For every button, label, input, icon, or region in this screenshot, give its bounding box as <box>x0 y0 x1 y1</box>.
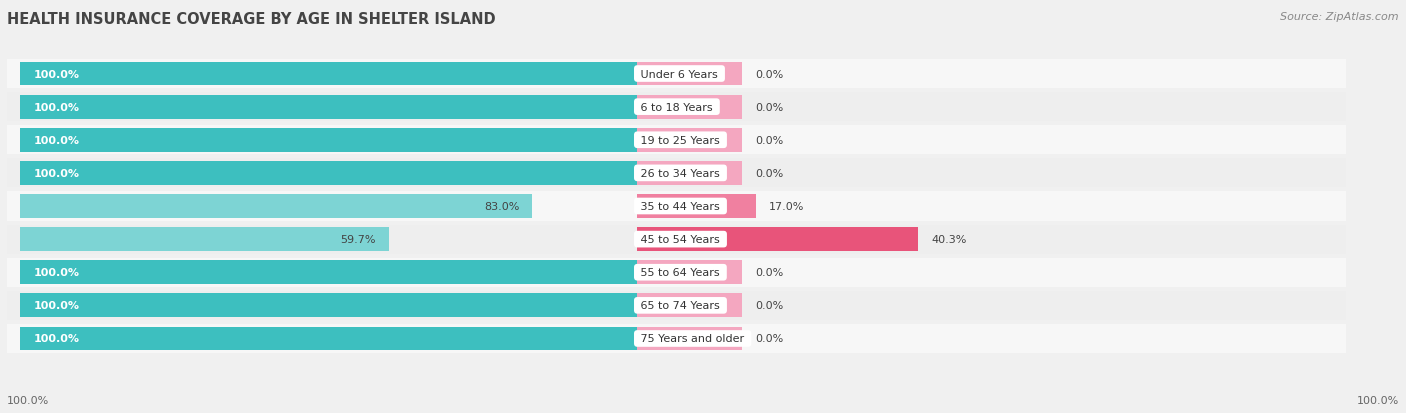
Text: 83.0%: 83.0% <box>484 202 519 211</box>
Bar <box>20 62 637 86</box>
Bar <box>637 195 755 218</box>
Text: 100.0%: 100.0% <box>34 301 79 311</box>
Bar <box>7 93 1347 122</box>
Text: 75 Years and older: 75 Years and older <box>637 334 748 344</box>
Bar <box>20 195 533 218</box>
Bar <box>7 192 1347 221</box>
Text: 100.0%: 100.0% <box>34 69 79 79</box>
Bar <box>20 95 637 119</box>
Text: HEALTH INSURANCE COVERAGE BY AGE IN SHELTER ISLAND: HEALTH INSURANCE COVERAGE BY AGE IN SHEL… <box>7 12 496 27</box>
Text: 0.0%: 0.0% <box>755 169 783 178</box>
Bar <box>20 294 637 318</box>
Bar <box>637 161 742 185</box>
Bar <box>637 228 918 252</box>
Bar <box>7 258 1347 287</box>
Bar <box>637 62 742 86</box>
Bar <box>637 294 742 318</box>
Bar <box>20 128 637 152</box>
Bar <box>637 261 742 285</box>
Text: 100.0%: 100.0% <box>34 268 79 278</box>
Text: 26 to 34 Years: 26 to 34 Years <box>637 169 724 178</box>
Bar <box>7 126 1347 155</box>
Bar <box>20 261 637 285</box>
Text: 100.0%: 100.0% <box>34 334 79 344</box>
Text: 35 to 44 Years: 35 to 44 Years <box>637 202 724 211</box>
Bar <box>7 159 1347 188</box>
Text: 0.0%: 0.0% <box>755 69 783 79</box>
Text: 45 to 54 Years: 45 to 54 Years <box>637 235 724 244</box>
Text: 65 to 74 Years: 65 to 74 Years <box>637 301 724 311</box>
Text: 100.0%: 100.0% <box>1357 395 1399 405</box>
Bar <box>7 324 1347 353</box>
Text: 100.0%: 100.0% <box>34 102 79 112</box>
Text: 55 to 64 Years: 55 to 64 Years <box>637 268 724 278</box>
Text: 17.0%: 17.0% <box>769 202 804 211</box>
Bar <box>637 128 742 152</box>
Bar <box>637 95 742 119</box>
Bar <box>7 60 1347 89</box>
Bar <box>7 291 1347 320</box>
Text: 6 to 18 Years: 6 to 18 Years <box>637 102 717 112</box>
Bar <box>20 327 637 351</box>
Text: 0.0%: 0.0% <box>755 268 783 278</box>
Text: Source: ZipAtlas.com: Source: ZipAtlas.com <box>1281 12 1399 22</box>
Bar <box>7 225 1347 254</box>
Text: 100.0%: 100.0% <box>7 395 49 405</box>
Text: 0.0%: 0.0% <box>755 334 783 344</box>
Bar <box>20 228 388 252</box>
Text: 0.0%: 0.0% <box>755 102 783 112</box>
Bar <box>637 327 742 351</box>
Text: 19 to 25 Years: 19 to 25 Years <box>637 135 724 145</box>
Bar <box>20 161 637 185</box>
Text: 40.3%: 40.3% <box>931 235 966 244</box>
Text: Under 6 Years: Under 6 Years <box>637 69 721 79</box>
Text: 59.7%: 59.7% <box>340 235 375 244</box>
Text: 0.0%: 0.0% <box>755 135 783 145</box>
Text: 100.0%: 100.0% <box>34 135 79 145</box>
Text: 100.0%: 100.0% <box>34 169 79 178</box>
Text: 0.0%: 0.0% <box>755 301 783 311</box>
